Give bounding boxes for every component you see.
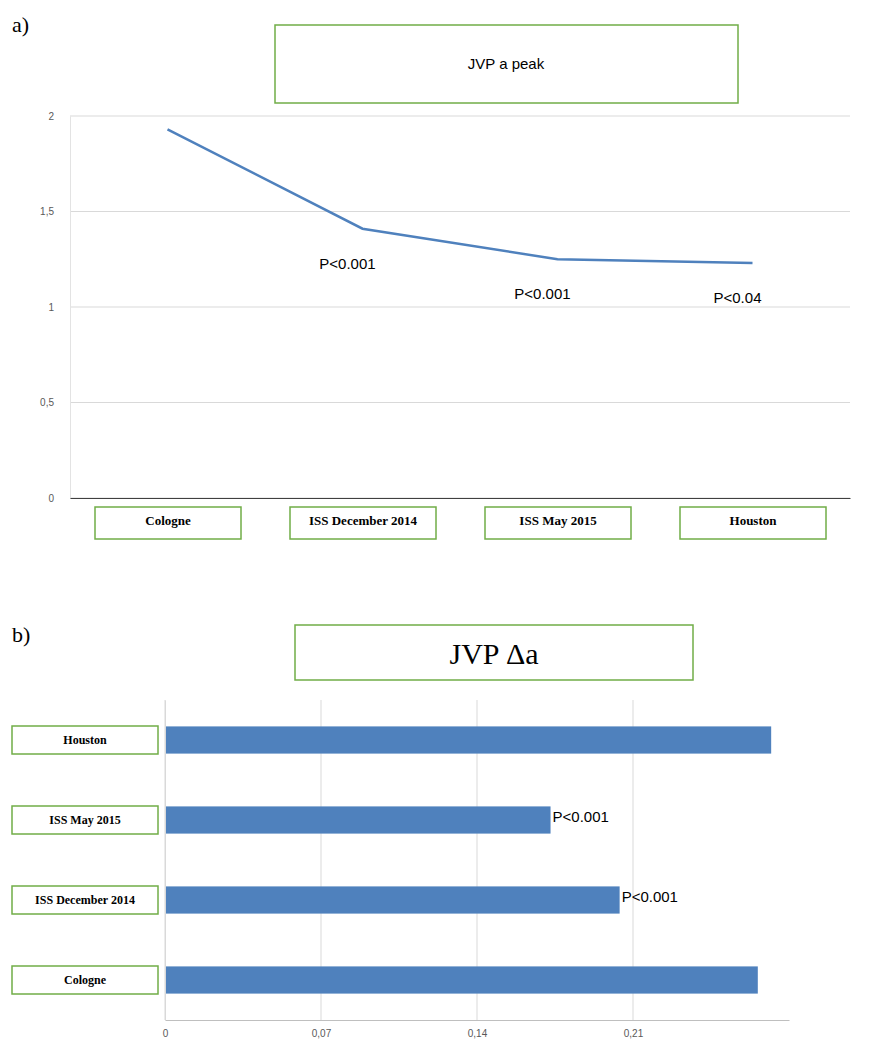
tick: Houston xyxy=(12,726,165,754)
plot-area xyxy=(165,726,771,993)
category-box xyxy=(12,886,158,914)
axis-line xyxy=(71,498,851,499)
annotations: P<0.001 P<0.001 P<0.04 xyxy=(319,255,761,306)
tick-label: 0,14 xyxy=(468,1028,488,1039)
tick-label: 1 xyxy=(48,302,54,313)
panel-b: b) JVP Δa 0 0,07 0,14 0,21 Cologne ISS December… xyxy=(12,622,790,1039)
tick: ISS May 2015 xyxy=(485,498,631,539)
axis-line xyxy=(165,701,166,1021)
tick-label: ISS May 2015 xyxy=(49,813,120,827)
tick-label: ISS December 2014 xyxy=(309,513,418,528)
axis-line xyxy=(70,117,71,499)
annotation: P<0.001 xyxy=(553,808,609,825)
tick: 0 xyxy=(48,493,70,504)
tick: Houston xyxy=(680,498,826,539)
grid-line xyxy=(70,402,850,403)
tick-label: Houston xyxy=(63,733,107,747)
tick-label: Cologne xyxy=(145,513,191,528)
title: JVP a peak xyxy=(468,55,545,72)
tick-label: ISS May 2015 xyxy=(519,513,597,528)
tick-label: 0,07 xyxy=(312,1028,332,1039)
tick: 1 xyxy=(48,302,70,313)
annotation: P<0.04 xyxy=(714,289,762,306)
y-axis: Cologne ISS December 2014 ISS May 2015 Hous… xyxy=(12,701,166,1021)
tick: ISS December 2014 xyxy=(290,498,436,539)
panel-a: a) JVP a peak 0 0,5 1 1,5 2 Cologne ISS December… xyxy=(12,12,851,539)
y-axis: 0 0,5 1 1,5 2 xyxy=(40,111,70,504)
category-box xyxy=(12,726,158,754)
bar xyxy=(165,726,771,753)
category-box xyxy=(12,806,158,834)
tick: 0 xyxy=(163,1020,169,1039)
grid xyxy=(70,116,850,498)
tick: 2 xyxy=(48,111,70,122)
plot-area xyxy=(168,129,753,263)
annotation: P<0.001 xyxy=(514,285,570,302)
panel-label: b) xyxy=(12,622,30,647)
tick-label: 1,5 xyxy=(40,206,54,217)
tick: ISS December 2014 xyxy=(12,886,165,914)
tick-label: 0 xyxy=(163,1028,169,1039)
tick: ISS May 2015 xyxy=(12,806,165,834)
grid-line xyxy=(70,307,850,308)
tick: 0,07 xyxy=(312,1020,332,1039)
title-box xyxy=(275,25,738,103)
panel-label: a) xyxy=(12,12,29,37)
x-axis: Cologne ISS December 2014 ISS May 2015 Hous… xyxy=(71,498,851,539)
axis-line xyxy=(166,1020,790,1021)
category-box xyxy=(485,507,631,539)
bar xyxy=(165,886,620,913)
tick: Cologne xyxy=(12,966,165,994)
bar xyxy=(165,806,551,833)
chart-svg: a) JVP a peak 0 0,5 1 1,5 2 Cologne ISS December… xyxy=(0,0,876,1049)
tick: 0,14 xyxy=(468,1020,488,1039)
grid-line xyxy=(70,211,850,212)
tick-label: 0 xyxy=(48,493,54,504)
category-box xyxy=(95,507,241,539)
bar xyxy=(165,966,758,993)
tick-label: ISS December 2014 xyxy=(35,893,135,907)
category-box xyxy=(12,966,158,994)
tick-label: 0,5 xyxy=(40,397,54,408)
tick-label: 0,21 xyxy=(624,1028,644,1039)
grid-line xyxy=(70,498,850,499)
tick: 1,5 xyxy=(40,206,70,217)
data-line xyxy=(168,129,753,263)
title: JVP Δa xyxy=(449,637,538,670)
tick-label: 2 xyxy=(48,111,54,122)
x-axis: 0 0,07 0,14 0,21 xyxy=(163,1020,790,1039)
grid-line xyxy=(70,116,850,117)
tick: Cologne xyxy=(95,498,241,539)
annotation: P<0.001 xyxy=(622,888,678,905)
tick-label: Cologne xyxy=(64,973,107,987)
tick: 0,21 xyxy=(624,1020,644,1039)
tick-label: Houston xyxy=(730,513,778,528)
annotations: P<0.001 P<0.001 xyxy=(553,808,678,905)
category-box xyxy=(680,507,826,539)
tick: 0,5 xyxy=(40,397,70,408)
annotation: P<0.001 xyxy=(319,255,375,272)
category-box xyxy=(290,507,436,539)
title-box xyxy=(295,625,693,680)
grid-line xyxy=(165,700,166,1020)
